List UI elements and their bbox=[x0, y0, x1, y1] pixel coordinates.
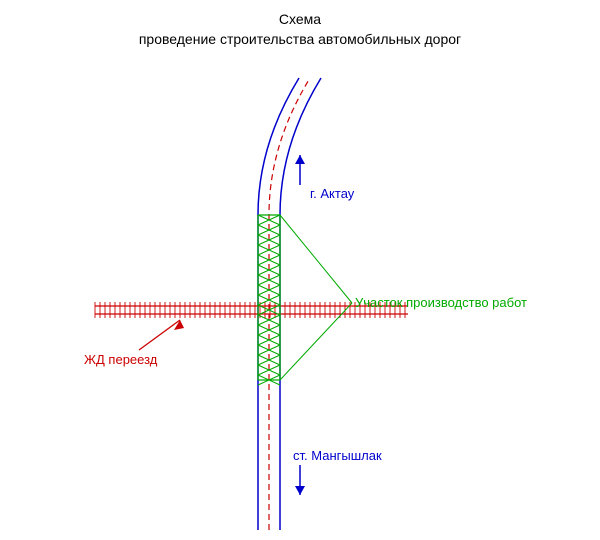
label-railway: ЖД переезд bbox=[84, 352, 157, 367]
label-city-top: г. Актау bbox=[310, 186, 354, 201]
label-work-site: Участок производство работ bbox=[355, 295, 527, 310]
label-station: ст. Мангышлак bbox=[293, 448, 382, 463]
